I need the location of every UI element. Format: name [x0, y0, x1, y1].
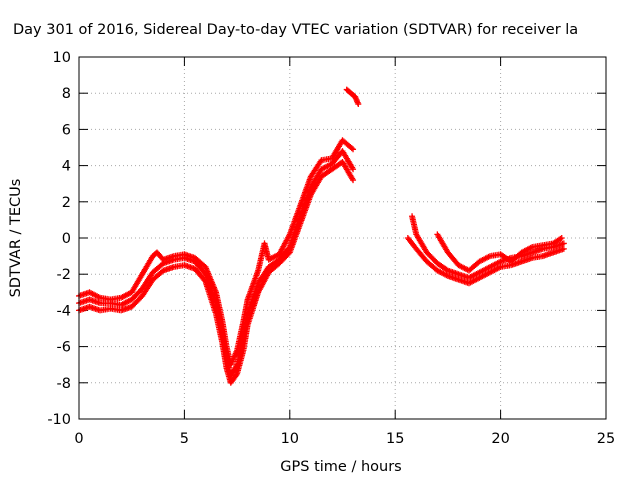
- y-tick-label: 0: [62, 231, 71, 247]
- axis-ticks: [78, 56, 607, 420]
- grid-lines: [79, 57, 606, 419]
- plot-frame: [78, 56, 607, 420]
- data-point: [560, 245, 567, 252]
- data-point: [558, 235, 565, 241]
- x-tick-labels: 0 5 10 15 20 25: [74, 431, 615, 447]
- x-axis-label: GPS time / hours: [280, 459, 401, 475]
- chart-title: Day 301 of 2016, Sidereal Day-to-day VTE…: [13, 22, 578, 38]
- x-tick-label: 15: [386, 431, 404, 447]
- y-tick-label: 10: [53, 50, 71, 66]
- data-point: [350, 177, 357, 184]
- y-tick-label: 4: [62, 159, 71, 175]
- data-point: [560, 240, 567, 247]
- data-point: [355, 101, 362, 108]
- x-tick-label: 20: [491, 431, 509, 447]
- y-tick-label: -10: [47, 412, 71, 428]
- y-tick-label: -8: [57, 376, 71, 392]
- data-point: [350, 166, 357, 173]
- x-tick-label: 5: [180, 431, 189, 447]
- data-points: [76, 86, 567, 386]
- y-tick-label: -4: [57, 303, 71, 319]
- y-tick-label: -6: [57, 340, 71, 356]
- x-tick-label: 10: [281, 431, 299, 447]
- y-axis-label: SDTVAR / TECUs: [8, 179, 24, 298]
- x-tick-label: 25: [597, 431, 615, 447]
- y-tick-label: 6: [62, 122, 71, 138]
- y-tick-label: 2: [62, 195, 71, 211]
- x-tick-label: 0: [74, 431, 83, 447]
- data-point: [350, 146, 357, 153]
- y-tick-label: 8: [62, 86, 71, 102]
- data-point: [348, 145, 355, 152]
- y-tick-labels: -10 -8 -6 -4 -2 0 2 4 6 8 10: [47, 50, 71, 428]
- y-tick-label: -2: [57, 267, 71, 283]
